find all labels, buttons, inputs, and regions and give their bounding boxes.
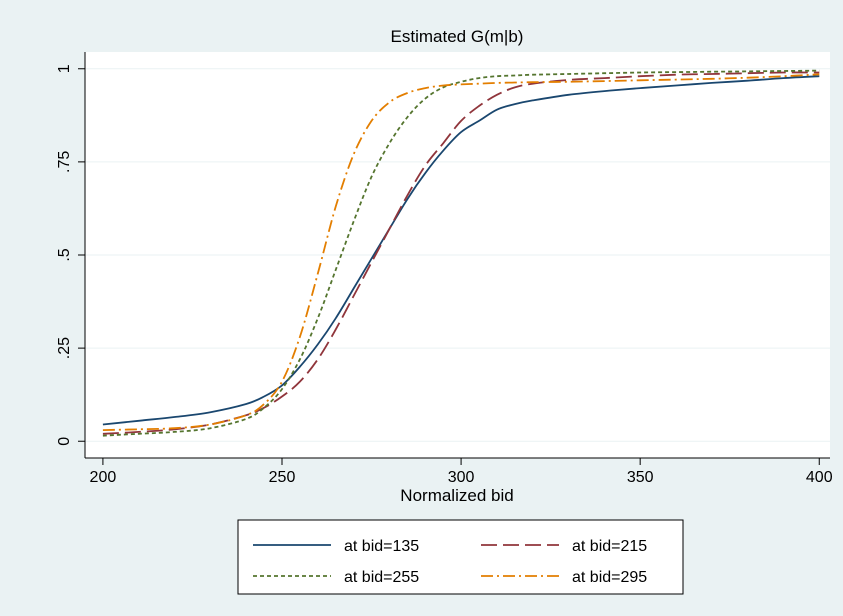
x-tick-label-3: 350 (627, 469, 654, 486)
legend-label-1: at bid=215 (572, 538, 647, 555)
x-tick-label-0: 200 (90, 469, 117, 486)
legend-label-3: at bid=295 (572, 569, 647, 586)
legend-label-0: at bid=135 (344, 538, 419, 555)
series-lines (102, 69, 820, 437)
legend-box (237, 519, 684, 595)
series-line-1 (102, 71, 820, 435)
x-tick-label-1: 250 (269, 469, 296, 486)
gridlines (85, 68, 830, 442)
series-line-0 (102, 75, 820, 426)
x-tick-label-4: 400 (806, 469, 833, 486)
series-line-2 (102, 69, 820, 437)
y-tick-label-4: 1 (56, 64, 73, 73)
axes: 0 .25 .5 .75 1 200 250 300 350 400 (56, 52, 833, 486)
x-axis-label: Normalized bid (400, 486, 513, 505)
y-tick-label-3: .75 (56, 151, 73, 173)
legend: at bid=135 at bid=215 at bid=255 at bid=295 (237, 519, 684, 595)
y-tick-label-1: .25 (56, 337, 73, 359)
y-tick-label-2: .5 (56, 248, 73, 261)
legend-label-2: at bid=255 (344, 569, 419, 586)
x-tick-label-2: 300 (448, 469, 475, 486)
chart-title: Estimated G(m|b) (391, 27, 524, 46)
series-line-3 (102, 73, 820, 431)
y-tick-label-0: 0 (56, 437, 73, 446)
